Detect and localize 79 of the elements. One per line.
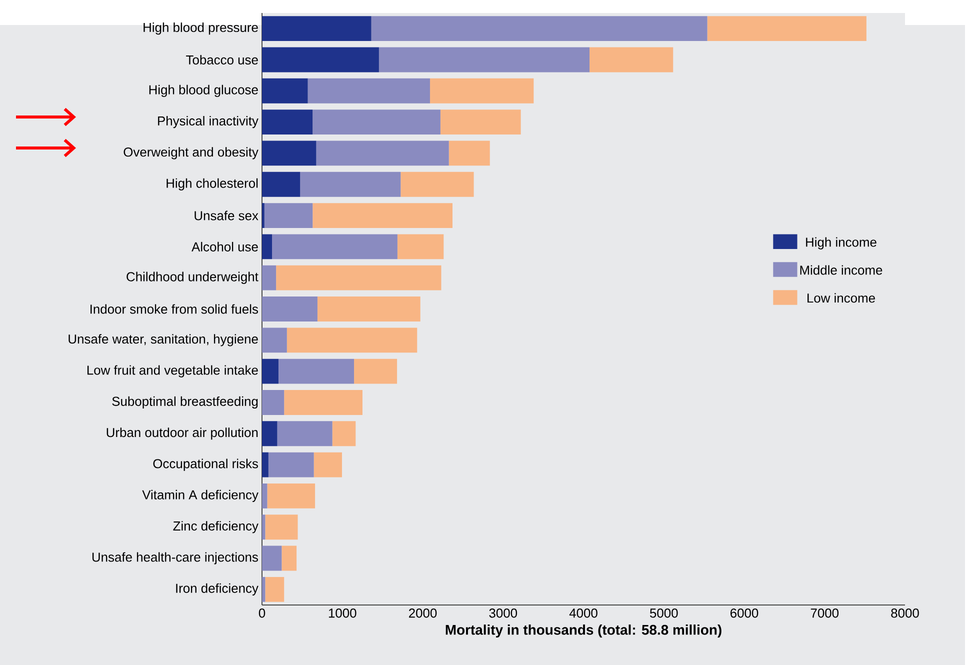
bar [262,110,313,135]
bar [430,78,534,104]
bar [262,47,379,72]
bar [265,514,298,540]
bar [707,16,866,42]
bar [262,328,287,353]
bar [277,421,332,446]
bar [262,234,272,260]
x-tick-label: 8000 [891,608,919,618]
y-tick-label: Unsafe sex [194,210,258,220]
bar [316,140,449,166]
x-tick-label: 1000 [328,608,356,618]
bar [300,172,401,197]
y-tick-label: Physical inactivity [158,116,258,128]
x-tick-label: 7000 [810,608,839,618]
y-tick-label: Urban outdoor air pollution [106,428,258,440]
y-tick-label: Indoor smoke from solid fuels [90,304,258,314]
bar [262,452,268,478]
y-tick-label: Zinc deficiency [173,521,258,534]
y-tick-label: Vitamin A deficiency [142,490,258,502]
x-tick-label: 4000 [569,608,598,618]
y-tick-label: Unsafe water, sanitation, hygiene [68,334,258,346]
bar [312,203,452,228]
y-tick-label: Tobacco use [186,54,258,64]
bar [284,390,362,415]
legend-label: High income [806,237,876,250]
y-tick-label: High blood glucose [149,84,258,97]
bar [262,172,300,197]
y-tick-label: Suboptimal breastfeeding [112,396,258,409]
x-axis-title: Mortality in thousands (total: 58.8 million) [446,624,722,638]
bar [262,78,308,104]
bar [262,16,372,42]
bar [278,358,354,384]
bar [262,576,266,602]
y-tick-label: Alcohol use [192,242,258,252]
x-tick-label: 2000 [409,608,437,618]
bar [264,203,313,228]
bar [262,358,278,384]
bar [262,546,282,571]
bar [262,421,278,446]
x-tick-label: 0 [258,608,266,618]
y-tick-label: Occupational risks [153,458,258,471]
y-tick-label: Childhood underweight [126,272,258,284]
y-tick-label: High blood pressure [144,22,258,35]
bar [262,483,268,508]
bar [267,483,316,508]
bar [262,390,284,415]
bar [312,110,440,135]
bar [286,328,418,353]
bar [272,234,398,260]
y-tick-label: Low fruit and vegetable intake [87,365,258,378]
x-tick-label: 3000 [489,608,518,618]
legend-label: Low income [808,293,875,303]
bar [262,140,316,166]
bar [262,265,276,290]
bar [354,358,398,384]
y-tick-label: Overweight and obesity [124,147,258,160]
bar [265,576,284,602]
y-tick-label: Iron deficiency [176,583,258,596]
bar [440,110,521,135]
y-tick-label: High cholesterol [166,178,258,190]
bar [276,265,442,290]
bar [314,452,342,478]
bar [332,421,356,446]
bar [400,172,474,197]
bar [262,514,266,540]
bar [448,140,490,166]
bar [268,452,314,478]
bar [317,296,420,322]
bar [308,78,430,104]
x-tick-label: 5000 [650,608,678,618]
bar [262,296,318,322]
x-tick-label: 6000 [730,608,758,618]
bar [282,546,297,571]
bar [590,47,674,72]
y-tick-label: Unsafe health-care injections [92,552,258,564]
bar [378,47,590,72]
legend-label: Middle income [800,265,882,275]
bar [397,234,444,260]
